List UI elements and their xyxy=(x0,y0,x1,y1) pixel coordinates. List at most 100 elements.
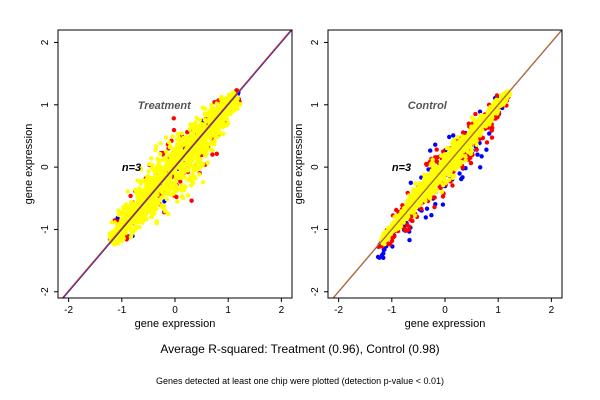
point-series-2 xyxy=(419,206,424,212)
point-series-3 xyxy=(166,162,171,167)
point-series-3 xyxy=(434,168,440,173)
point-series-3 xyxy=(203,113,208,118)
point-series-3 xyxy=(439,153,444,158)
point-series-3 xyxy=(167,140,172,145)
point-series-3 xyxy=(175,199,180,204)
point-series-3 xyxy=(425,179,431,184)
point-series-3 xyxy=(202,137,208,142)
point-series-3 xyxy=(155,192,160,198)
point-series-3 xyxy=(427,188,432,193)
point-series-3 xyxy=(192,156,198,161)
point-series-3 xyxy=(197,160,202,165)
point-series-2 xyxy=(189,198,194,203)
point-series-1 xyxy=(478,165,483,170)
point-series-2 xyxy=(171,116,176,121)
point-series-2 xyxy=(490,125,495,130)
point-series-3 xyxy=(179,131,185,136)
point-series-3 xyxy=(422,179,427,185)
point-series-3 xyxy=(425,172,430,177)
point-series-3 xyxy=(211,113,217,119)
point-series-3 xyxy=(162,183,167,188)
point-series-2 xyxy=(210,152,215,157)
point-series-3 xyxy=(136,215,141,221)
point-series-3 xyxy=(494,110,499,115)
point-series-3 xyxy=(138,179,144,184)
point-series-3 xyxy=(157,176,162,181)
x-tick-label: -2 xyxy=(334,305,343,316)
point-series-2 xyxy=(214,151,219,156)
point-series-1 xyxy=(408,180,413,185)
point-series-1 xyxy=(381,247,387,252)
y-tick-label: 1 xyxy=(40,102,51,108)
point-series-3 xyxy=(445,146,451,151)
point-series-3 xyxy=(119,216,124,222)
point-series-2 xyxy=(178,179,183,184)
point-series-3 xyxy=(190,137,196,143)
point-series-3 xyxy=(146,169,151,174)
point-series-3 xyxy=(463,154,468,159)
point-series-3 xyxy=(421,172,427,178)
point-series-3 xyxy=(412,213,418,218)
x-tick-label: 0 xyxy=(442,305,448,316)
point-series-3 xyxy=(182,175,187,180)
point-series-3 xyxy=(138,188,143,193)
point-series-3 xyxy=(140,209,145,215)
point-series-3 xyxy=(128,207,133,212)
point-series-3 xyxy=(135,194,140,199)
point-series-3 xyxy=(209,132,215,137)
point-series-3 xyxy=(155,156,160,162)
point-series-1 xyxy=(475,152,480,157)
point-series-3 xyxy=(174,188,179,194)
point-series-3 xyxy=(157,187,162,193)
point-series-3 xyxy=(197,172,202,177)
point-series-3 xyxy=(187,142,193,148)
point-series-3 xyxy=(437,178,442,183)
point-series-3 xyxy=(195,165,200,170)
point-series-3 xyxy=(178,186,183,191)
point-series-3 xyxy=(151,201,157,207)
reference-line-2 xyxy=(61,30,292,298)
point-series-2 xyxy=(460,165,465,170)
plot-area xyxy=(61,30,292,298)
point-series-3 xyxy=(196,150,202,155)
point-series-1 xyxy=(484,147,489,152)
point-series-3 xyxy=(450,143,456,148)
point-series-3 xyxy=(112,220,118,225)
point-series-3 xyxy=(164,149,169,154)
point-series-1 xyxy=(457,171,462,176)
point-series-3 xyxy=(223,101,228,106)
point-series-3 xyxy=(200,161,206,167)
point-series-3 xyxy=(450,175,455,180)
point-series-1 xyxy=(428,148,433,153)
point-series-3 xyxy=(123,230,128,235)
point-series-3 xyxy=(138,166,144,172)
point-series-3 xyxy=(201,141,206,146)
point-series-1 xyxy=(440,202,446,207)
point-series-3 xyxy=(413,187,419,192)
point-series-3 xyxy=(142,191,147,196)
point-series-3 xyxy=(137,225,142,230)
point-series-2 xyxy=(450,183,455,188)
point-series-3 xyxy=(120,208,125,214)
point-series-3 xyxy=(413,192,418,197)
point-series-2 xyxy=(389,238,395,244)
point-series-2 xyxy=(474,147,479,152)
panel-title: Treatment xyxy=(138,100,192,112)
point-series-3 xyxy=(487,120,492,125)
point-series-3 xyxy=(455,161,461,166)
point-series-3 xyxy=(499,93,504,98)
point-series-3 xyxy=(145,176,150,181)
point-series-3 xyxy=(430,157,435,162)
point-series-3 xyxy=(177,148,183,153)
point-series-3 xyxy=(189,125,194,130)
point-series-3 xyxy=(123,205,128,211)
point-series-1 xyxy=(477,109,483,114)
point-series-3 xyxy=(432,188,438,193)
point-series-3 xyxy=(410,197,415,202)
point-series-3 xyxy=(413,181,418,186)
point-series-3 xyxy=(158,151,163,157)
point-series-3 xyxy=(200,180,206,185)
y-tick-label: -1 xyxy=(310,225,321,234)
y-tick-label: 2 xyxy=(40,39,51,45)
point-series-3 xyxy=(129,229,134,234)
